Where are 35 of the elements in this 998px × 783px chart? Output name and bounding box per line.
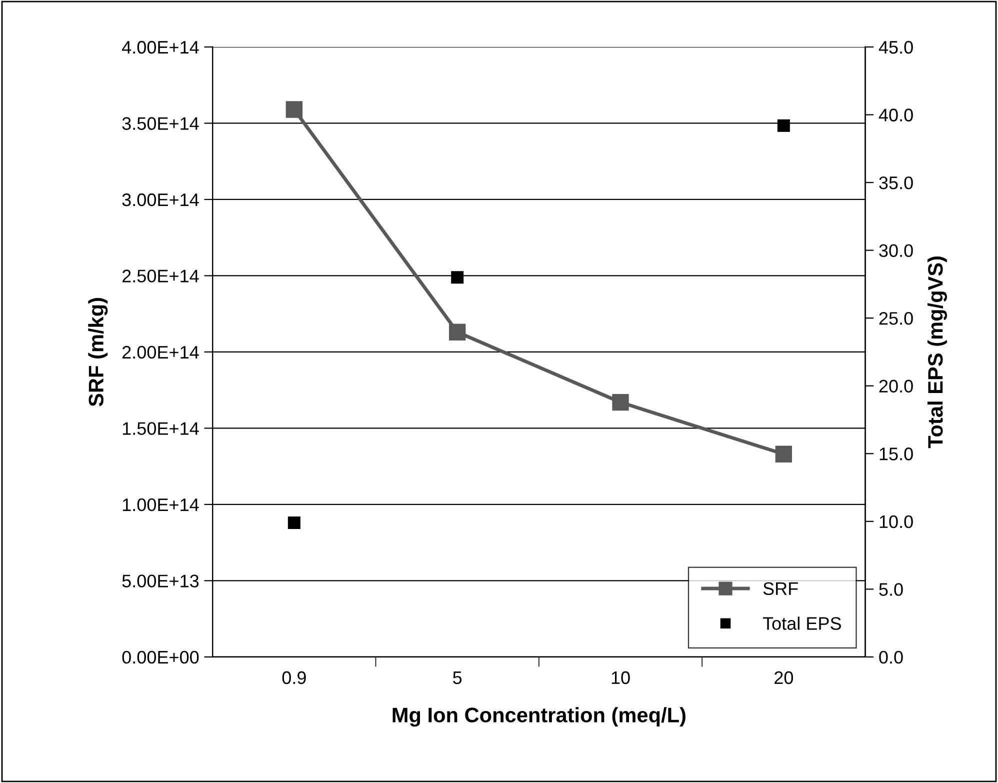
x-axis-title: Mg Ion Concentration (meq/L) xyxy=(392,707,686,727)
x-tick-label: 10 xyxy=(612,671,630,684)
y2-tick-label: 30.0 xyxy=(879,244,913,258)
y-tick-label: 2.00E+14 xyxy=(122,346,199,359)
y-axis-title: SRF (m/kg) xyxy=(88,298,108,406)
point xyxy=(612,394,629,411)
y-tick-label: 1.00E+14 xyxy=(122,498,199,512)
x-tick-label: 5 xyxy=(453,671,462,684)
y2-tick-label: 15.0 xyxy=(880,448,913,460)
point xyxy=(777,119,790,132)
y2-tick-label: 35.0 xyxy=(879,176,913,190)
y2-tick-label: 10.0 xyxy=(880,515,913,528)
point xyxy=(288,516,300,529)
y-tick-label: 3.00E+14 xyxy=(122,193,199,206)
x-tick-label: 0.9 xyxy=(282,671,306,684)
point xyxy=(775,446,792,462)
y2-tick-label: 20.0 xyxy=(879,380,913,393)
y-tick-label: 3.50E+14 xyxy=(122,117,199,130)
y2-tick-label: 5.0 xyxy=(879,583,903,596)
point xyxy=(451,271,464,284)
y-tick-label: 1.50E+14 xyxy=(122,422,199,435)
y2-tick-label: 0.0 xyxy=(879,650,903,664)
point xyxy=(286,101,302,118)
legend-label: Total EPS xyxy=(762,616,841,630)
point xyxy=(449,324,466,340)
y-tick-label: 5.00E+13 xyxy=(122,574,199,588)
y2-tick-label: 45.0 xyxy=(878,40,913,54)
y2-axis-title: Total EPS (mg/gVS) xyxy=(927,256,947,448)
y-tick-label: 0.00E+00 xyxy=(122,650,199,664)
y-tick-label: 4.00E+14 xyxy=(122,40,199,54)
y2-tick-label: 25.0 xyxy=(879,312,913,325)
y2-tick-label: 40.0 xyxy=(878,108,913,122)
x-tick-label: 20 xyxy=(774,671,794,684)
y-tick-label: 2.50E+14 xyxy=(122,270,199,282)
legend-label: SRF xyxy=(763,582,798,596)
